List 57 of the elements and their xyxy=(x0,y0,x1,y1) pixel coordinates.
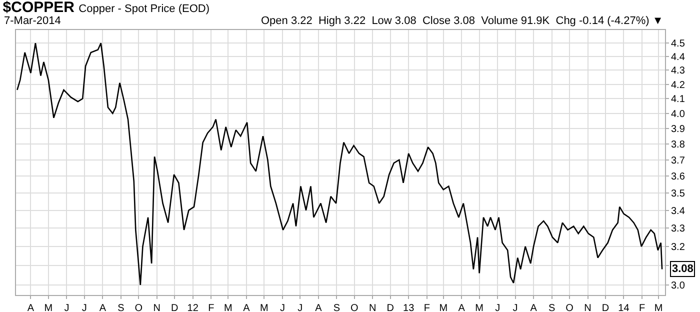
x-tick-label: D xyxy=(386,303,394,312)
y-tick-label: 3.7 xyxy=(671,155,686,166)
text: Open 3.22 High 3.22 Low 3.08 Close 3.08 Volume 91.9K Chg -0.14 (-4.27%) ▼ xyxy=(261,15,664,27)
x-tick-label: O xyxy=(566,303,574,312)
y-tick-label: 4.1 xyxy=(671,94,686,106)
y-tick-label: 4.3 xyxy=(671,66,686,77)
x-tick-label: A xyxy=(530,303,538,312)
text: 7-Mar-2014 xyxy=(4,15,61,27)
chart-title: $COPPER xyxy=(2,0,75,16)
x-tick-label: M xyxy=(475,303,484,312)
x-tick-label: A xyxy=(243,303,250,312)
y-tick-label: 4.0 xyxy=(671,108,686,120)
y-tick-label: 4.5 xyxy=(671,38,686,50)
y-tick-label: 3.8 xyxy=(671,139,686,150)
x-tick-label: A xyxy=(458,303,466,312)
x-tick-label: 12 xyxy=(187,303,199,312)
y-tick-label: 3.2 xyxy=(671,242,686,253)
y-tick-label: 4.4 xyxy=(671,52,686,64)
x-tick-label: 14 xyxy=(618,303,630,312)
x-tick-label: M xyxy=(224,303,232,312)
x-tick-label: F xyxy=(424,303,430,312)
x-tick-label: M xyxy=(654,303,663,312)
x-tick-label: M xyxy=(260,303,268,312)
y-tick-label: 3.5 xyxy=(671,188,686,200)
annotation: 3.08 xyxy=(672,263,694,275)
chart-subtitle: Copper - Spot Price (EOD) xyxy=(78,3,210,16)
x-tick-label: F xyxy=(638,303,646,312)
x-tick-label: N xyxy=(369,303,376,312)
line-series xyxy=(16,42,663,286)
x-tick-label: 13 xyxy=(403,303,415,312)
y-tick-label: 3.6 xyxy=(671,172,686,183)
y-tick-label: 3.3 xyxy=(671,224,686,235)
x-tick-label: O xyxy=(134,303,143,312)
x-tick-label: D xyxy=(170,303,178,312)
x-tick-label: D xyxy=(602,303,610,312)
y-tick-label: 3.4 xyxy=(671,206,686,217)
x-tick-label: S xyxy=(118,303,125,312)
x-tick-label: A xyxy=(315,303,322,312)
y-tick-label: 3.0 xyxy=(671,280,686,292)
x-tick-label: M xyxy=(439,303,448,312)
x-tick-label: A xyxy=(27,303,34,312)
y-tick-label: 3.9 xyxy=(671,124,686,135)
x-tick-label: S xyxy=(333,303,340,312)
x-tick-label: J xyxy=(82,303,87,312)
x-tick-label: F xyxy=(208,303,214,312)
x-tick-label: S xyxy=(548,303,556,312)
x-tick-label: J xyxy=(495,303,500,312)
x-tick-label: J xyxy=(64,303,70,312)
x-tick-label: J xyxy=(512,303,518,312)
x-tick-label: O xyxy=(350,303,358,312)
y-tick-label: 4.2 xyxy=(671,80,686,91)
x-tick-label: J xyxy=(298,303,303,312)
x-tick-label: N xyxy=(584,303,592,312)
x-tick-label: N xyxy=(153,303,160,312)
x-tick-label: A xyxy=(99,303,106,312)
x-tick-label: J xyxy=(280,303,285,312)
x-tick-label: M xyxy=(44,303,53,312)
